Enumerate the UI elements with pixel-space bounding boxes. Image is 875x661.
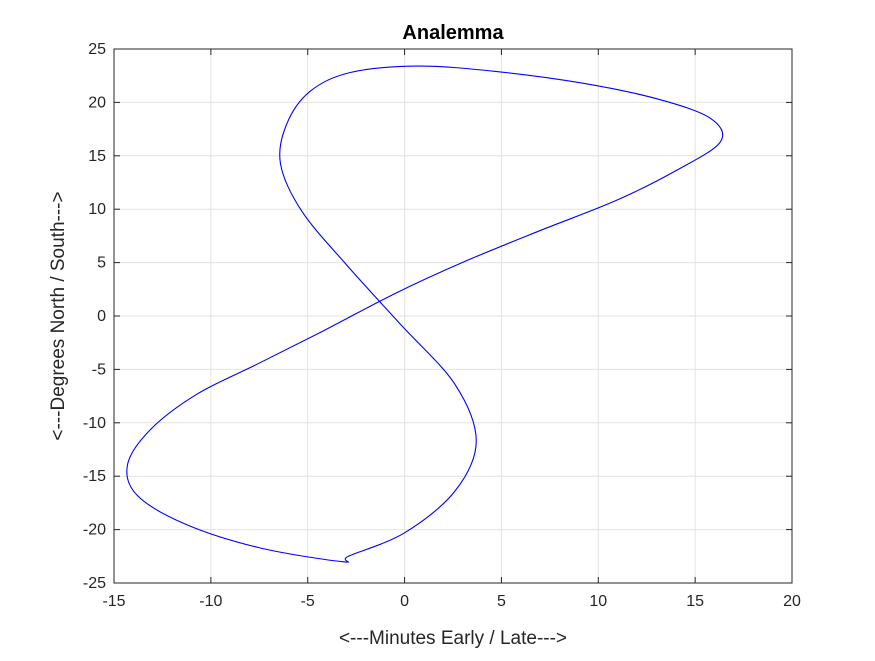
x-axis-label: <---Minutes Early / Late---> <box>339 628 567 649</box>
x-tick-label: 20 <box>783 593 801 610</box>
y-tick-label: 10 <box>88 201 106 218</box>
y-tick-label: 20 <box>88 94 106 111</box>
x-tick-label: 15 <box>686 593 704 610</box>
y-tick-label: -20 <box>83 522 106 539</box>
y-tick-label: 0 <box>97 308 106 325</box>
axes <box>113 48 793 584</box>
y-axis-label: <---Degrees North / South---> <box>48 191 69 440</box>
y-tick-label: -25 <box>83 575 106 592</box>
x-tick-label: -15 <box>102 593 125 610</box>
x-tick-label: 0 <box>400 593 409 610</box>
y-tick-label: 25 <box>88 41 106 58</box>
x-tick-label: 5 <box>497 593 506 610</box>
x-tick-label: 10 <box>589 593 607 610</box>
x-tick-label: -10 <box>199 593 222 610</box>
y-tick-label: 5 <box>97 255 106 272</box>
y-tick-label: -10 <box>83 415 106 432</box>
data-series <box>126 65 724 563</box>
tick-labels: -15 -10 -5 0 5 10 15 20 -25 -20 -15 -10 -5 0 5 10 15 20 25 <box>83 41 801 610</box>
y-tick-label: -15 <box>83 468 106 485</box>
analemma-series-line <box>126 65 724 563</box>
y-tick-label: 15 <box>88 148 106 165</box>
y-tick-label: -5 <box>92 361 106 378</box>
x-tick-label: -5 <box>301 593 315 610</box>
chart-title: Analemma <box>402 22 504 44</box>
